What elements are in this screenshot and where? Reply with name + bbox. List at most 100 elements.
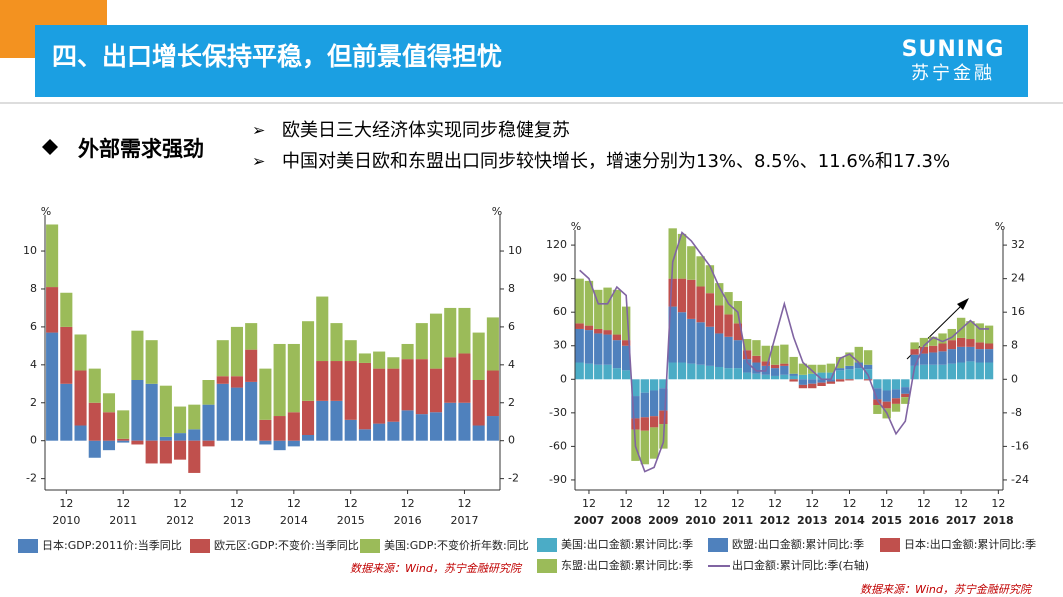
y-tick-label: 10 bbox=[23, 244, 37, 257]
bar bbox=[659, 388, 668, 411]
bar bbox=[873, 399, 882, 406]
y-tick-label: 6 bbox=[30, 320, 37, 333]
bar bbox=[458, 353, 471, 403]
bar bbox=[273, 440, 286, 451]
bar bbox=[808, 364, 817, 374]
bar bbox=[415, 323, 428, 360]
bar bbox=[174, 433, 187, 441]
bar bbox=[188, 404, 201, 430]
y-tick-label: -90 bbox=[549, 473, 567, 486]
bar bbox=[956, 317, 966, 338]
x-year-label: 2014 bbox=[834, 514, 865, 527]
bar bbox=[486, 317, 499, 371]
bar bbox=[687, 279, 696, 319]
bar bbox=[230, 326, 243, 377]
bar bbox=[752, 340, 761, 356]
y-tick-label: 0 bbox=[30, 434, 37, 447]
bullet-diamond bbox=[42, 139, 58, 155]
bar bbox=[649, 390, 659, 417]
bar bbox=[733, 368, 743, 380]
bar bbox=[330, 323, 343, 362]
x-year-label: 2017 bbox=[946, 514, 977, 527]
bar bbox=[74, 334, 87, 371]
bar bbox=[415, 414, 428, 441]
trend-arrow-head bbox=[957, 298, 969, 310]
y-tick-label-right: 0 bbox=[508, 434, 515, 447]
x-year-label: 2008 bbox=[611, 514, 642, 527]
x-year-label: 2015 bbox=[871, 514, 902, 527]
bar bbox=[938, 364, 947, 380]
bar bbox=[373, 368, 386, 424]
x-tick-label: 12 bbox=[230, 497, 244, 510]
bar bbox=[316, 361, 329, 401]
bar bbox=[159, 385, 172, 437]
y-tick-label: 30 bbox=[553, 339, 567, 352]
bar bbox=[891, 398, 901, 404]
bar bbox=[761, 374, 770, 380]
bar bbox=[752, 373, 761, 380]
y-tick-label-right: 10 bbox=[508, 244, 522, 257]
bar bbox=[159, 436, 172, 441]
bar bbox=[938, 333, 947, 344]
bar bbox=[145, 383, 158, 441]
bar bbox=[46, 287, 59, 333]
bar bbox=[640, 392, 649, 418]
bar bbox=[472, 425, 485, 441]
x-year-label: 2013 bbox=[797, 514, 828, 527]
y-tick-label-right: 8 bbox=[508, 282, 515, 295]
bar bbox=[733, 323, 743, 341]
x-tick-label: 12 bbox=[842, 497, 856, 510]
bar bbox=[486, 416, 499, 441]
bar bbox=[287, 412, 300, 441]
bar bbox=[752, 362, 761, 374]
bar bbox=[668, 228, 677, 279]
bar bbox=[245, 349, 258, 382]
bar bbox=[316, 296, 329, 362]
bar bbox=[789, 356, 798, 374]
legend-swatch bbox=[18, 539, 38, 553]
bar bbox=[401, 343, 414, 360]
bar bbox=[705, 265, 715, 294]
point: 中国对美日欧和东盟出口同步较快增长，增速分别为13%、8.5%、11.6%和17… bbox=[282, 151, 950, 172]
bar bbox=[649, 379, 659, 391]
bar bbox=[46, 332, 59, 441]
bar bbox=[145, 440, 158, 464]
y2-unit: % bbox=[492, 205, 502, 218]
bar bbox=[975, 323, 984, 343]
y2-tick-label: -16 bbox=[1011, 439, 1029, 452]
bar bbox=[603, 330, 612, 335]
bar bbox=[854, 368, 863, 380]
legend-label: 美国:出口金额:累计同比:季 bbox=[561, 537, 693, 551]
bar bbox=[947, 349, 957, 364]
x-tick-label: 12 bbox=[619, 497, 633, 510]
bar bbox=[845, 369, 854, 380]
x-tick-label: 12 bbox=[991, 497, 1005, 510]
bar bbox=[826, 381, 836, 384]
x-tick-label: 12 bbox=[344, 497, 358, 510]
bar bbox=[938, 343, 947, 352]
y-tick-label-right: 6 bbox=[508, 320, 515, 333]
legend-label: 美国:GDP:不变价折年数:同比 bbox=[384, 538, 529, 552]
x-tick-label: 12 bbox=[805, 497, 819, 510]
bar bbox=[873, 379, 882, 389]
bar bbox=[966, 321, 975, 340]
bar bbox=[594, 333, 603, 365]
x-tick-label: 12 bbox=[457, 497, 471, 510]
bar bbox=[330, 400, 343, 441]
bar bbox=[845, 365, 854, 370]
bar bbox=[230, 376, 243, 388]
bar bbox=[733, 340, 743, 369]
y-tick-label-right: 2 bbox=[508, 396, 515, 409]
bar bbox=[696, 322, 705, 365]
bar bbox=[575, 328, 584, 363]
bar bbox=[910, 349, 919, 355]
bar bbox=[835, 356, 845, 369]
x-tick-label: 12 bbox=[59, 497, 73, 510]
point: 欧美日三大经济体实现同步稳健复苏 bbox=[282, 120, 570, 141]
bar bbox=[188, 429, 201, 441]
bar bbox=[975, 342, 984, 350]
bar bbox=[245, 381, 258, 441]
bar bbox=[216, 376, 229, 384]
bar bbox=[387, 421, 400, 441]
bar bbox=[584, 363, 594, 380]
